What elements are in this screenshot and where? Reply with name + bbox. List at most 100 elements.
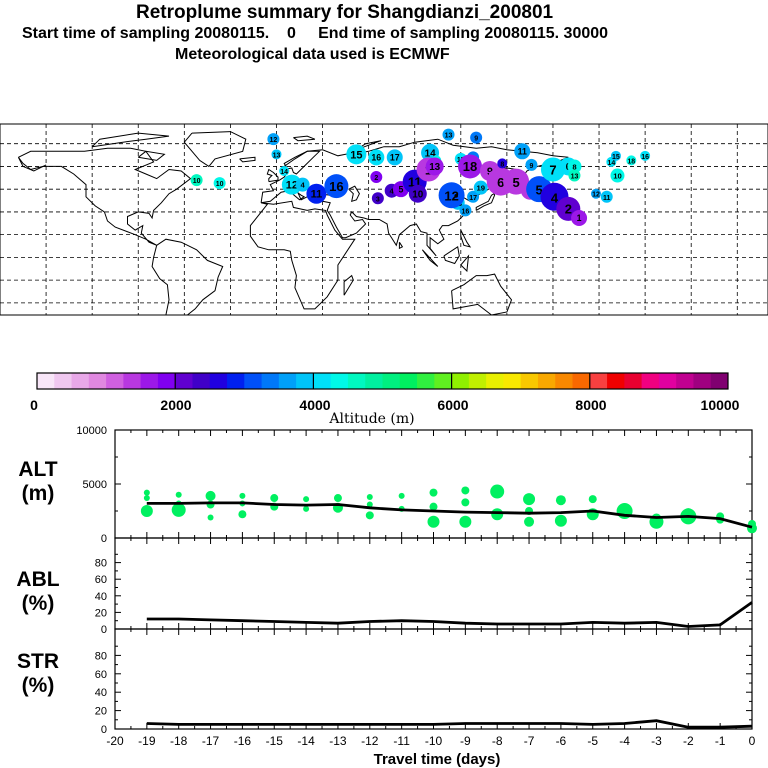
- str-unit: (%): [22, 674, 55, 697]
- alt-point-46: [747, 523, 757, 534]
- plume-point-5: [281, 174, 302, 195]
- plume-point-label-19: 18: [463, 159, 477, 174]
- plume-point-label-21: 3: [376, 196, 380, 203]
- alt-point-19: [366, 501, 373, 508]
- alt-point-15: [303, 505, 310, 512]
- alt-point-16: [333, 494, 342, 503]
- plume-points: 1213141010124111615161714139111915818234…: [190, 128, 651, 226]
- plume-point-50: [626, 155, 637, 166]
- colorbar-swatch-13: [261, 373, 280, 389]
- alt-point-27: [461, 498, 470, 507]
- plume-point-10: [368, 149, 385, 166]
- plume-point-49: [610, 150, 621, 161]
- colorbar-swatch-24: [451, 373, 470, 389]
- alt-point-30: [491, 508, 504, 521]
- colorbar-swatch-31: [572, 373, 591, 389]
- alt-point-8: [207, 514, 214, 521]
- panel-alt-ytick-0: 10000: [76, 425, 107, 437]
- colorbar-swatch-30: [555, 373, 574, 389]
- plume-point-label-45: 8: [572, 162, 577, 171]
- abl-unit: (%): [22, 592, 55, 615]
- plume-point-label-31: 17: [469, 195, 477, 202]
- x-axis-label: Travel time (days): [374, 751, 501, 768]
- plume-point-label-30: 16: [462, 208, 470, 215]
- alt-point-3: [175, 491, 182, 498]
- plume-point-label-6: 4: [300, 181, 305, 190]
- x-tick--17: -17: [202, 734, 220, 748]
- plume-point-1: [271, 149, 282, 160]
- x-tick--9: -9: [460, 734, 471, 748]
- colorbar-tick-0: 0: [30, 397, 38, 413]
- panel-abl-ytick-1: 60: [95, 574, 107, 586]
- plume-point-19: [458, 154, 483, 179]
- plume-point-label-33: 9: [487, 166, 493, 178]
- plume-point-label-4: 10: [216, 181, 224, 188]
- colorbar-swatch-9: [192, 373, 211, 389]
- alt-point-29: [490, 484, 505, 499]
- plume-point-label-37: 5: [536, 182, 543, 197]
- colorbar-swatch-2: [71, 373, 90, 389]
- panel-alt-ytick-1: 5000: [83, 479, 107, 491]
- plume-point-label-39: 2: [565, 202, 572, 217]
- colorbar-tick-6000: 6000: [437, 397, 468, 413]
- plume-point-label-43: 7: [549, 162, 556, 177]
- plume-point-11: [386, 149, 403, 166]
- plume-point-2: [279, 165, 290, 176]
- alt-point-24: [429, 502, 438, 511]
- plume-point-29: [438, 182, 465, 209]
- colorbar-swatch-7: [157, 373, 176, 389]
- alt-point-12: [270, 494, 279, 503]
- colorbar-swatch-11: [227, 373, 245, 389]
- panel-abl: 80 60 40 20 0: [95, 537, 753, 636]
- colorbar-tick-10000: 10000: [701, 397, 740, 413]
- colorbar-swatch-3: [88, 373, 107, 389]
- plume-point-label-13: 13: [445, 133, 453, 140]
- plume-point-label-20: 2: [374, 175, 378, 182]
- plume-point-label-42: 9: [530, 163, 534, 170]
- plume-point-label-46: 13: [571, 174, 579, 181]
- panel-str: 80 60 40 20 0: [95, 628, 753, 736]
- colorbar-swatch-39: [710, 373, 729, 389]
- panel-str-line: [146, 719, 753, 729]
- plume-point-label-7: 11: [311, 189, 323, 201]
- x-tick--7: -7: [524, 734, 535, 748]
- colorbar-swatch-5: [123, 373, 142, 389]
- x-tick--2: -2: [683, 734, 694, 748]
- colorbar-swatch-19: [365, 373, 383, 389]
- plume-point-label-14: 9: [474, 136, 478, 143]
- panel-str-ytick-1: 60: [95, 669, 107, 681]
- plume-point-label-52: 11: [603, 195, 611, 202]
- plume-point-30: [459, 204, 472, 217]
- colorbar-swatch-1: [54, 373, 73, 389]
- plume-point-label-9: 15: [350, 149, 362, 161]
- plume-point-label-32: 19: [476, 184, 485, 193]
- panel-abl-ytick-2: 40: [95, 591, 107, 603]
- alt-label: ALT: [18, 458, 57, 481]
- plume-point-0: [267, 133, 280, 146]
- x-tick--11: -11: [393, 734, 410, 748]
- plume-point-52: [600, 190, 613, 203]
- colorbar-swatch-14: [278, 373, 297, 389]
- x-tick--19: -19: [138, 734, 156, 748]
- panel-abl-line: [146, 601, 753, 628]
- colorbar-swatch-20: [382, 373, 401, 389]
- alt-point-33: [524, 516, 535, 527]
- colorbar-swatch-32: [589, 373, 608, 389]
- plume-point-label-0: 12: [270, 137, 278, 144]
- alt-point-23: [429, 488, 438, 497]
- plume-point-42: [525, 158, 538, 171]
- x-tick--13: -13: [329, 734, 347, 748]
- plume-point-14: [470, 131, 483, 144]
- panel-abl-ytick-3: 20: [95, 607, 107, 619]
- plume-point-label-12: 14: [425, 148, 436, 159]
- panel-alt: 10000 5000 0: [76, 425, 757, 545]
- plume-point-label-47: 10: [613, 172, 622, 181]
- colorbar-tick-2000: 2000: [160, 397, 191, 413]
- plume-point-label-35: 5: [512, 175, 519, 190]
- map-coastlines: [17, 131, 569, 316]
- colorbar-swatch-4: [106, 373, 124, 389]
- x-tick--3: -3: [651, 734, 662, 748]
- alt-point-28: [459, 515, 472, 528]
- alt-point-18: [366, 493, 373, 500]
